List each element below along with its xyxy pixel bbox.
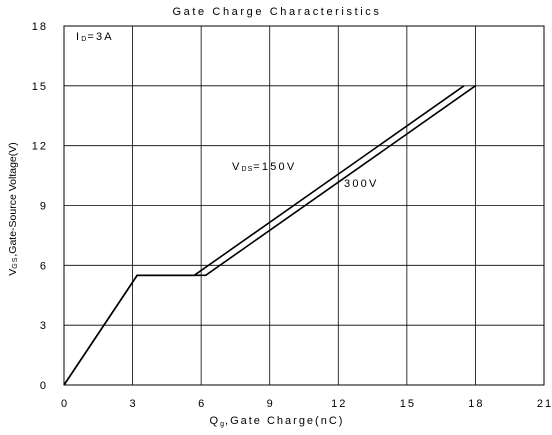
x-tick-label-0: 0 [61,398,69,410]
y-tick-label-6: 6 [40,260,48,272]
chart-title: Gate Charge Characteristics [173,6,382,18]
y-tick-label-0: 0 [40,380,48,392]
x-tick-label-15: 15 [400,398,416,410]
y-axis-label: VGS,Gate-Source Voltage(V) [7,142,19,276]
y-tick-label-3: 3 [40,320,48,332]
series-label-vds-150v: VDS=150V [232,161,296,173]
y-tick-label-9: 9 [40,201,48,213]
series-label-300v: 300V [344,178,379,190]
series-line-0 [63,85,465,386]
y-tick-label-18: 18 [32,21,48,33]
plot-frame [63,25,545,386]
y-tick-labels: 0 3 6 9 12 15 18 [32,21,48,392]
x-tick-label-9: 9 [267,398,275,410]
x-tick-label-12: 12 [331,398,347,410]
series-lines [63,85,476,386]
x-axis-label: Qg,Gate Charge(nC) [210,415,345,428]
x-tick-label-21: 21 [537,398,552,410]
y-tick-label-12: 12 [32,141,48,153]
series-line-1 [63,85,476,386]
x-tick-labels: 0 3 6 9 12 15 18 21 [61,398,552,410]
x-tick-label-6: 6 [198,398,206,410]
x-tick-label-18: 18 [468,398,484,410]
y-tick-label-15: 15 [32,81,48,93]
x-tick-label-3: 3 [130,398,138,410]
condition-label: ID=3A [76,31,114,43]
